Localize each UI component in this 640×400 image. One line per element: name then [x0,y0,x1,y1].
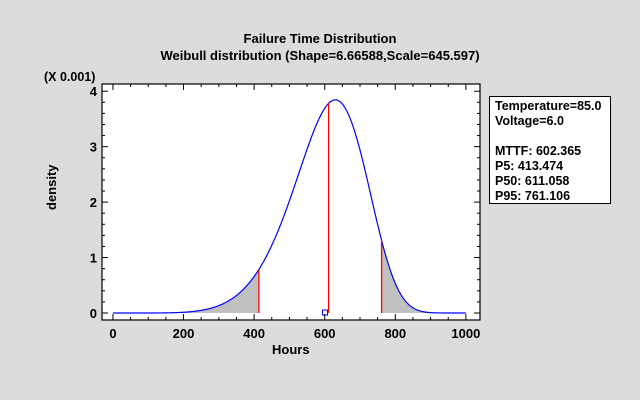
plot-background [102,84,480,320]
y-tick-label: 2 [90,195,97,210]
legend-line-temperature: Temperature=85.0 [495,99,602,113]
legend-line-p5: P5: 413.474 [495,159,564,173]
density-curve [112,99,466,314]
legend-box: Temperature=85.0 Voltage=6.0 MTTF: 602.3… [489,96,611,204]
chart-subtitle: Weibull distribution (Shape=6.66588,Scal… [160,48,480,63]
x-tick-label: 0 [109,326,116,341]
x-tick-label: 600 [314,326,336,341]
x-axis-label: Hours [272,342,310,357]
chart-title: Failure Time Distribution [243,31,397,46]
legend-line-blank [495,129,605,144]
x-tick-label: 200 [173,326,195,341]
y-tick-label: 4 [90,84,98,99]
lower-tail-shade [112,269,259,314]
legend-line-voltage: Voltage=6.0 [495,114,564,128]
x-tick-label: 800 [384,326,406,341]
y-multiplier-label: (X 0.001) [44,70,96,84]
legend-line-p50: P50: 611.058 [495,174,570,188]
legend-line-mttf: MTTF: 602.365 [495,144,582,158]
y-tick-label: 3 [90,140,97,155]
x-tick-label: 1000 [451,326,480,341]
x-tick-label: 400 [243,326,265,341]
y-tick-label: 0 [90,306,97,321]
y-tick-label: 1 [90,251,97,266]
legend-line-p95: P95: 761.106 [495,189,571,203]
upper-tail-shade [381,240,466,314]
